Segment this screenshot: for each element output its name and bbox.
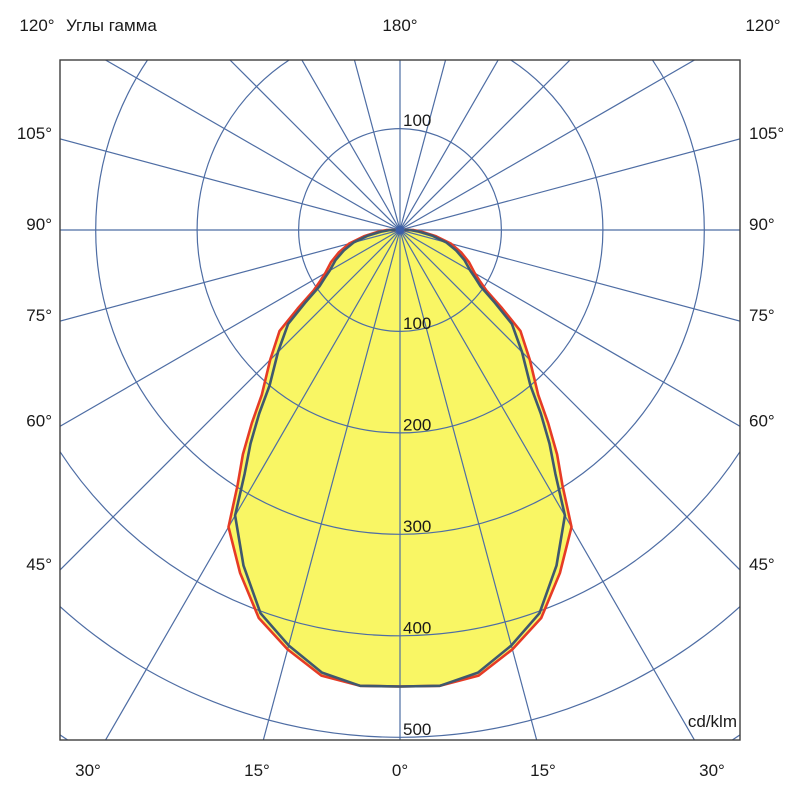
gamma-label-left: 105°: [17, 124, 52, 143]
gamma-label-left: 90°: [26, 215, 52, 234]
gamma-label-left: 60°: [26, 411, 52, 430]
gamma-label-bottom: 0°: [392, 761, 408, 780]
top-left-gamma-label: 120°: [19, 16, 55, 35]
radial-circle: [298, 128, 503, 333]
radial-tick-label: 300: [403, 517, 431, 536]
plot-border: [59, 59, 741, 741]
gamma-label-left: 75°: [26, 306, 52, 325]
radial-circle: [95, 60, 705, 535]
radial-circle: [196, 60, 604, 434]
gamma-label-right: 45°: [749, 555, 775, 574]
radial-tick-label: 100: [403, 111, 431, 130]
chart-title: Углы гамма: [66, 16, 157, 35]
top-right-gamma-label: 120°: [745, 16, 781, 35]
radial-circle: [60, 605, 740, 738]
polar-center-dot: [395, 225, 405, 235]
unit-label: cd/klm: [687, 712, 737, 731]
radial-tick-label: 200: [403, 415, 431, 434]
radial-tick-label: 500: [403, 720, 431, 739]
radial-tick-label: 400: [403, 618, 431, 637]
gamma-label-right: 75°: [749, 306, 775, 325]
radial-tick-label: 100: [403, 314, 431, 333]
curve-c90: [233, 228, 567, 688]
gamma-label-right: 105°: [749, 124, 784, 143]
gamma-label-bottom: 30°: [699, 761, 725, 780]
top-center-gamma-label: 180°: [382, 16, 418, 35]
gamma-label-right: 90°: [749, 215, 775, 234]
gamma-label-left: 45°: [26, 555, 52, 574]
gamma-label-bottom: 15°: [530, 761, 556, 780]
axis-labels: 105° 105° 90° 90° 75° 75° 60° 60° 45° 45° 30° 15° 0°…: [17, 111, 784, 780]
gamma-label-bottom: 30°: [75, 761, 101, 780]
gamma-label-bottom: 15°: [244, 761, 270, 780]
radial-circle: [60, 450, 740, 637]
gamma-label-right: 60°: [749, 411, 775, 430]
